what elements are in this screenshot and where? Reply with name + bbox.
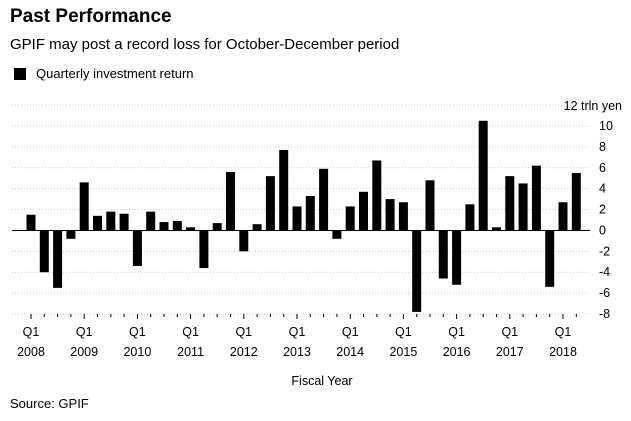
bar (53, 230, 63, 288)
bar (265, 176, 275, 231)
y-tick-label: -2 (599, 244, 610, 258)
bar (239, 230, 249, 252)
bar (305, 195, 315, 231)
bar (319, 168, 329, 231)
legend-label: Quarterly investment return (36, 66, 194, 81)
bar (425, 180, 435, 231)
x-tick-quarter: Q1 (235, 325, 252, 339)
bar (412, 230, 422, 312)
bar (159, 222, 169, 231)
bar (119, 213, 129, 231)
bar (93, 215, 102, 231)
bar (172, 221, 182, 231)
bar (558, 202, 568, 231)
y-tick-label: 2 (599, 203, 606, 217)
x-tick-quarter: Q1 (501, 325, 518, 339)
x-tick-quarter: Q1 (23, 325, 40, 339)
legend-swatch (14, 67, 26, 80)
bar (212, 223, 222, 231)
x-tick-year: 2016 (443, 345, 471, 359)
bar (452, 230, 462, 285)
bar (545, 230, 555, 287)
x-tick-year: 2013 (283, 345, 311, 359)
bar (279, 150, 289, 231)
x-tick-quarter: Q1 (129, 325, 146, 339)
bar (66, 230, 76, 239)
x-tick-quarter: Q1 (289, 325, 306, 339)
bar (372, 160, 382, 231)
x-tick-year: 2008 (17, 345, 45, 359)
x-tick-year: 2015 (389, 345, 417, 359)
x-tick-year: 2014 (336, 345, 364, 359)
bar (146, 211, 156, 231)
x-axis-label: Fiscal Year (291, 374, 352, 388)
x-tick-quarter: Q1 (182, 325, 199, 339)
bar (385, 199, 395, 231)
source-note: Source: GPIF (10, 396, 89, 411)
y-tick-labels: -8 -6 -4 -2 0 2 4 6 8 10 (599, 119, 613, 321)
bar (292, 206, 302, 231)
x-tick-quarter: Q1 (342, 325, 359, 339)
bar (332, 230, 342, 239)
bar (199, 230, 209, 269)
bar (359, 191, 368, 231)
bar (505, 176, 515, 231)
chart-subtitle: GPIF may post a record loss for October-… (10, 36, 400, 53)
bar (186, 227, 196, 231)
bar (132, 230, 142, 266)
x-tick-year: 2010 (123, 345, 151, 359)
bar (26, 214, 36, 231)
bar (106, 211, 116, 231)
bar (252, 224, 262, 231)
bar (39, 230, 49, 273)
bar (492, 227, 501, 231)
bar (465, 204, 475, 231)
y-tick-label: -8 (599, 307, 610, 321)
bar (345, 206, 355, 231)
x-tick-labels: Q1 2008 Q1 2009 Q1 2010 Q1 2011 Q1 2012 Q1 2013 Q1 20… (17, 314, 577, 359)
bar (518, 183, 528, 231)
bar (438, 230, 448, 279)
bar (79, 182, 89, 231)
x-tick-quarter: Q1 (395, 325, 412, 339)
y-tick-label: 8 (599, 140, 606, 154)
x-tick-quarter: Q1 (448, 325, 465, 339)
y-tick-label: 6 (599, 161, 606, 175)
bar (398, 202, 408, 231)
y-tick-label: 10 (599, 119, 613, 133)
legend: Quarterly investment return (14, 66, 194, 81)
y-unit-label: 12 trln yen (564, 99, 622, 113)
x-tick-year: 2018 (549, 345, 577, 359)
y-tick-label: -6 (599, 286, 610, 300)
bar (531, 165, 541, 231)
x-tick-year: 2017 (496, 345, 524, 359)
bar (226, 171, 235, 231)
bar (571, 173, 581, 231)
x-tick-quarter: Q1 (76, 325, 93, 339)
bars (26, 120, 581, 312)
chart-title: Past Performance (10, 6, 172, 27)
y-tick-label: 0 (599, 223, 606, 237)
x-tick-quarter: Q1 (555, 325, 572, 339)
x-tick-year: 2011 (177, 345, 204, 359)
y-tick-label: -4 (599, 265, 610, 279)
bar (478, 120, 488, 231)
x-tick-year: 2012 (230, 345, 258, 359)
x-tick-year: 2009 (70, 345, 98, 359)
y-tick-label: 4 (599, 182, 606, 196)
